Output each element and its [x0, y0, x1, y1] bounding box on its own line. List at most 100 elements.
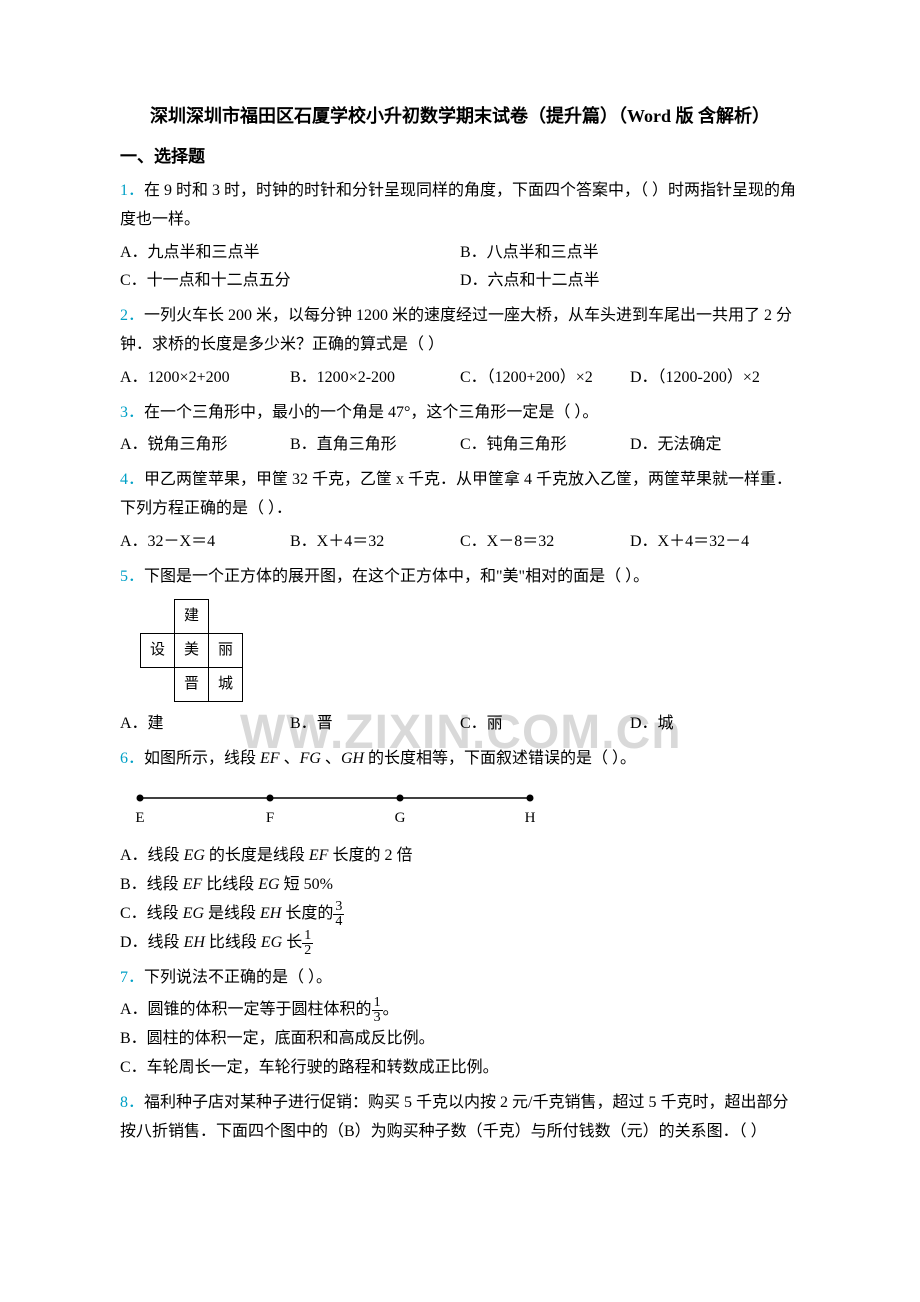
q6-option-c: C．线段 EG 是线段 EH 长度的34	[120, 900, 800, 929]
q1-number: 1．	[120, 182, 144, 199]
q3-option-c: C．钝角三角形	[460, 431, 630, 460]
q5-text: 下图是一个正方体的展开图，在这个正方体中，和"美"相对的面是（ ）。	[144, 568, 649, 585]
net-cell: 美	[175, 634, 209, 668]
q2-text: 一列火车长 200 米，以每分钟 1200 米的速度经过一座大桥，从车头进到车尾…	[120, 307, 792, 353]
q3-text: 在一个三角形中，最小的一个角是 47°，这个三角形一定是（ ）。	[144, 404, 598, 421]
q6a-mid: 的长度是线段	[205, 847, 309, 864]
q2-option-c: C．（1200+200）×2	[460, 364, 630, 393]
q5-option-a: A．建	[120, 710, 290, 739]
q6c-fraction: 34	[333, 900, 344, 929]
q2-option-a: A．1200×2+200	[120, 364, 290, 393]
label-F: F	[266, 810, 274, 826]
q6b-suf: 短 50%	[280, 876, 333, 893]
q4-option-b: B．X＋4＝32	[290, 528, 460, 557]
q5-options: A．建 B．晋 C．丽 D．城	[120, 710, 800, 739]
q7-text: 下列说法不正确的是（ ）。	[144, 969, 332, 986]
q6-option-b: B．线段 EF 比线段 EG 短 50%	[120, 871, 800, 900]
q2-options: A．1200×2+200 B．1200×2-200 C．（1200+200）×2…	[120, 364, 800, 393]
q6b-eg: EG	[258, 876, 279, 893]
q3-options: A．锐角三角形 B．直角三角形 C．钝角三角形 D．无法确定	[120, 431, 800, 460]
q6b-pre: B．线段	[120, 876, 183, 893]
q6c-suf: 长度的	[281, 905, 333, 922]
question-4: 4．甲乙两筐苹果，甲筐 32 千克，乙筐 x 千克．从甲筐拿 4 千克放入乙筐，…	[120, 466, 800, 556]
q6d-den: 2	[302, 944, 313, 958]
q4-option-d: D．X＋4＝32－4	[630, 528, 800, 557]
q6a-eg: EG	[184, 847, 205, 864]
q6c-den: 4	[333, 915, 344, 929]
q1-text: 在 9 时和 3 时，时钟的时针和分针呈现同样的角度，下面四个答案中，（ ）时两…	[120, 182, 796, 228]
line-segment-diagram: E F G H	[130, 786, 800, 832]
q1-options: A．九点半和三点半 B．八点半和三点半 C．十一点和十二点五分 D．六点和十二点…	[120, 239, 800, 297]
q3-option-a: A．锐角三角形	[120, 431, 290, 460]
q6-option-d: D．线段 EH 比线段 EG 长12	[120, 929, 800, 958]
q5-option-d: D．城	[630, 710, 800, 739]
question-3: 3．在一个三角形中，最小的一个角是 47°，这个三角形一定是（ ）。 A．锐角三…	[120, 399, 800, 461]
q1-option-c: C．十一点和十二点五分	[120, 267, 460, 296]
q4-number: 4．	[120, 471, 144, 488]
q6-options: A．线段 EG 的长度是线段 EF 长度的 2 倍 B．线段 EF 比线段 EG…	[120, 842, 800, 958]
q6-fg: FG	[300, 750, 321, 767]
q6d-suf: 长	[282, 934, 302, 951]
q7-option-c: C．车轮周长一定，车轮行驶的路程和转数成正比例。	[120, 1054, 800, 1083]
question-5: 5．下图是一个正方体的展开图，在这个正方体中，和"美"相对的面是（ ）。 建 设…	[120, 563, 800, 740]
net-cell: 建	[175, 600, 209, 634]
q7a-pre: A．圆锥的体积一定等于圆柱体积的	[120, 1002, 372, 1019]
q6d-fraction: 12	[302, 929, 313, 958]
q2-option-d: D．（1200-200）×2	[630, 364, 800, 393]
question-7: 7．下列说法不正确的是（ ）。 A．圆锥的体积一定等于圆柱体积的13。 B．圆柱…	[120, 964, 800, 1083]
question-8: 8．福利种子店对某种子进行促销：购买 5 千克以内按 2 元/千克销售，超过 5…	[120, 1089, 800, 1147]
q7a-suf: 。	[383, 1002, 399, 1019]
q7-option-a: A．圆锥的体积一定等于圆柱体积的13。	[120, 996, 800, 1025]
q6d-eh: EH	[184, 934, 205, 951]
q6c-num: 3	[333, 900, 344, 915]
q6c-eh: EH	[260, 905, 281, 922]
q6d-eg: EG	[261, 934, 282, 951]
q6d-pre: D．线段	[120, 934, 184, 951]
q7a-num: 1	[372, 996, 383, 1011]
net-cell: 丽	[209, 634, 243, 668]
q7-option-b: B．圆柱的体积一定，底面积和高成反比例。	[120, 1025, 800, 1054]
q5-number: 5．	[120, 568, 144, 585]
q6-mid1: 、	[280, 750, 300, 767]
q8-text: 福利种子店对某种子进行促销：购买 5 千克以内按 2 元/千克销售，超过 5 千…	[120, 1094, 788, 1140]
q6a-pre: A．线段	[120, 847, 184, 864]
q6-gh: GH	[341, 750, 364, 767]
q7a-den: 3	[372, 1011, 383, 1025]
q6-prefix: 如图所示，线段	[144, 750, 260, 767]
q4-text: 甲乙两筐苹果，甲筐 32 千克，乙筐 x 千克．从甲筐拿 4 千克放入乙筐，两筐…	[120, 471, 792, 517]
label-E: E	[135, 810, 144, 826]
q8-number: 8．	[120, 1094, 144, 1111]
label-G: G	[395, 810, 406, 826]
cube-net-diagram: 建 设 美 丽 晋 城	[140, 599, 800, 702]
net-cell: 城	[209, 668, 243, 702]
line-svg: E F G H	[130, 786, 550, 832]
q3-option-d: D．无法确定	[630, 431, 800, 460]
q4-options: A．32－X＝4 B．X＋4＝32 C．X－8＝32 D．X＋4＝32－4	[120, 528, 800, 557]
net-cell: 设	[141, 634, 175, 668]
net-cell: 晋	[175, 668, 209, 702]
q6d-num: 1	[302, 929, 313, 944]
q6d-mid: 比线段	[205, 934, 261, 951]
q6c-pre: C．线段	[120, 905, 183, 922]
q5-option-c: C．丽	[460, 710, 630, 739]
section-heading: 一、选择题	[120, 142, 800, 173]
q6c-eg: EG	[183, 905, 204, 922]
q2-number: 2．	[120, 307, 144, 324]
q1-option-b: B．八点半和三点半	[460, 239, 800, 268]
q1-option-d: D．六点和十二点半	[460, 267, 800, 296]
q7-number: 7．	[120, 969, 144, 986]
q6-ef: EF	[260, 750, 280, 767]
q5-option-b: B．晋	[290, 710, 460, 739]
q6-number: 6．	[120, 750, 144, 767]
q6-suffix: 的长度相等，下面叙述错误的是（ ）。	[364, 750, 636, 767]
q6b-ef: EF	[183, 876, 203, 893]
q6c-mid: 是线段	[204, 905, 260, 922]
q3-number: 3．	[120, 404, 144, 421]
q7-options: A．圆锥的体积一定等于圆柱体积的13。 B．圆柱的体积一定，底面积和高成反比例。…	[120, 996, 800, 1083]
q6-option-a: A．线段 EG 的长度是线段 EF 长度的 2 倍	[120, 842, 800, 871]
q6-mid2: 、	[321, 750, 341, 767]
exam-title: 深圳深圳市福田区石厦学校小升初数学期末试卷（提升篇）（Word 版 含解析）	[120, 100, 800, 132]
q6b-mid: 比线段	[202, 876, 258, 893]
q4-option-a: A．32－X＝4	[120, 528, 290, 557]
question-2: 2．一列火车长 200 米，以每分钟 1200 米的速度经过一座大桥，从车头进到…	[120, 302, 800, 392]
